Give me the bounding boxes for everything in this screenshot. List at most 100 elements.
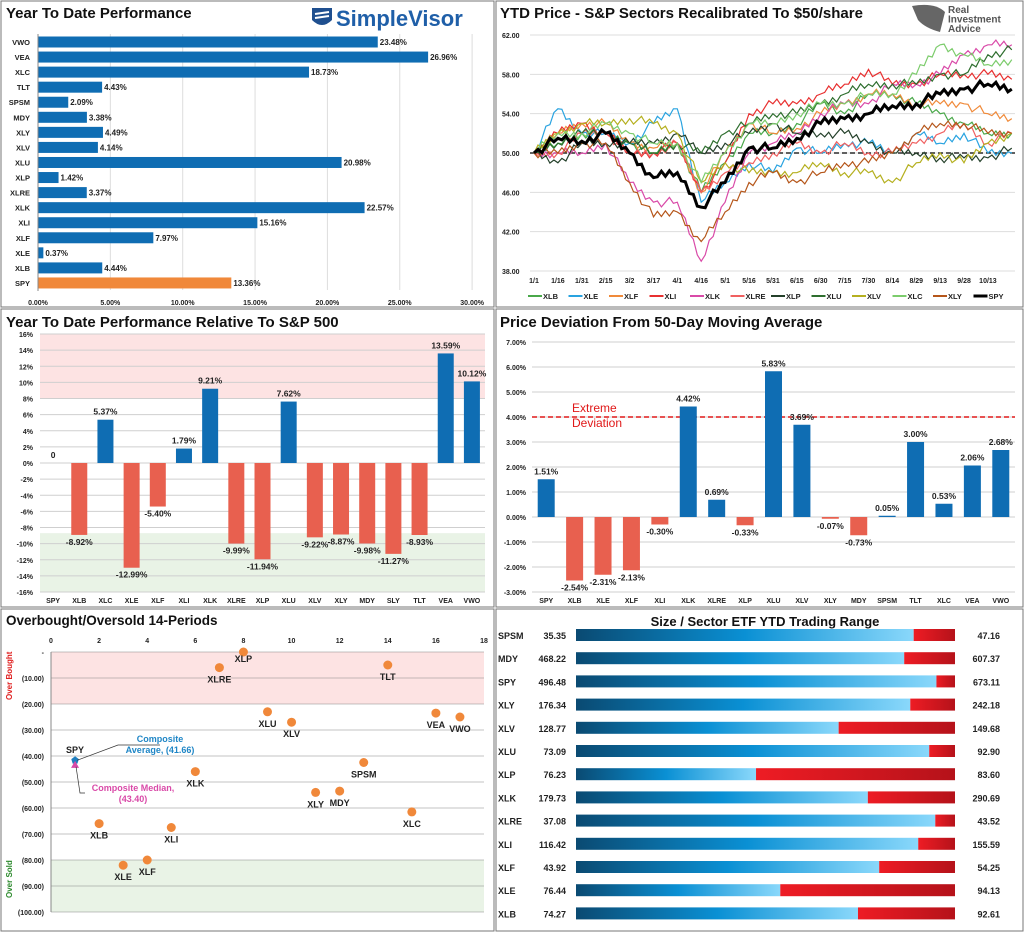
bar-sly <box>385 463 402 554</box>
y-tick-label: -2.00% <box>504 565 527 572</box>
overbought-oversold-chart: Overbought/Oversold 14-Periods - (10.00) (2… <box>5 613 488 917</box>
y-tick-label: 62.00 <box>502 33 520 40</box>
bar-xlu <box>765 371 782 517</box>
oversold-label: Over Sold <box>5 860 14 898</box>
x-tick-label: 5/31 <box>766 278 780 285</box>
low-value: 76.44 <box>543 886 566 896</box>
x-tick-label: 3/17 <box>647 278 661 285</box>
point-label: XLB <box>90 831 109 841</box>
x-tick-label: 25.00% <box>388 300 413 307</box>
y-tick-label: 4.00% <box>506 415 527 422</box>
data-label: -0.07% <box>817 521 844 531</box>
callout-line <box>75 766 85 794</box>
range-row-xlv: XLV 128.77 149.68 <box>498 721 1000 734</box>
bar-xli <box>175 448 192 463</box>
y-tick-label: 14% <box>19 348 34 355</box>
category-label: MDY <box>359 598 375 605</box>
range-bar-current <box>576 675 937 688</box>
y-tick-label: 54.00 <box>502 112 520 119</box>
x-tick-label: 6/15 <box>790 278 804 285</box>
category-label: XLE <box>125 598 139 605</box>
category-label: XLI <box>654 598 665 605</box>
legend-label: XLY <box>948 292 962 301</box>
x-tick-label: 9/28 <box>957 278 971 285</box>
category-label: XLB <box>15 264 31 273</box>
y-tick-label: (20.00) <box>22 702 44 709</box>
legend-label: XLRE <box>746 292 766 301</box>
bar-vwo <box>992 450 1010 517</box>
bar-mdy <box>850 517 868 536</box>
composite-average-marker <box>71 756 79 764</box>
x-tick-label: 4 <box>145 638 149 645</box>
composite-median-label: (43.40) <box>119 794 148 804</box>
category-label: XLK <box>15 204 31 213</box>
low-value: 76.23 <box>543 770 566 780</box>
y-tick-label: -4% <box>21 493 34 500</box>
data-label: 26.96% <box>430 53 457 62</box>
x-tick-label: 14 <box>384 638 392 645</box>
chart-title: Size / Sector ETF YTD Trading Range <box>651 614 880 629</box>
x-tick-label: 10/13 <box>979 278 997 285</box>
ria-wordmark: Investment <box>948 15 1001 26</box>
bar-xlu <box>38 156 342 168</box>
data-label: 7.62% <box>277 389 302 399</box>
x-tick-label: 30.00% <box>460 300 485 307</box>
range-row-spsm: SPSM 35.35 47.16 <box>498 629 1000 641</box>
range-bar-remaining <box>929 745 955 757</box>
bar-xlp <box>254 463 271 560</box>
low-value: 176.34 <box>538 701 566 711</box>
x-tick-label: 10.00% <box>171 300 196 307</box>
data-label: 4.43% <box>104 83 127 92</box>
point-label: XLP <box>235 654 253 664</box>
legend-label: XLF <box>624 292 639 301</box>
bar-vea <box>38 51 429 63</box>
series-line-spy <box>532 78 1013 210</box>
data-label: 10.12% <box>457 368 486 378</box>
overbought-label: Over Bought <box>5 651 14 700</box>
data-label: -2.54% <box>561 583 588 593</box>
category-label: XLRE <box>10 189 30 198</box>
ticker-label: XLP <box>498 770 516 780</box>
category-label: XLE <box>15 249 30 258</box>
data-label: -0.73% <box>845 537 872 547</box>
ytd-price-chart: YTD Price - S&P Sectors Recalibrated To … <box>500 4 1015 301</box>
y-tick-label: 8% <box>23 397 34 404</box>
series-line-xlc <box>533 43 1013 185</box>
category-label: XLI <box>18 219 30 228</box>
range-bar-current <box>576 837 919 850</box>
low-value: 35.35 <box>543 631 566 641</box>
category-label: SPY <box>539 598 553 605</box>
x-tick-label: 0.00% <box>28 300 49 307</box>
y-tick-label: -10% <box>17 542 34 549</box>
bar-vea <box>963 465 981 517</box>
data-label: 2.09% <box>70 98 93 107</box>
trading-range-chart: Size / Sector ETF YTD Trading Range SPSM 3… <box>498 614 1000 920</box>
bar-spsm <box>38 96 69 108</box>
point-label: XLU <box>259 719 277 729</box>
x-tick-label: 4/16 <box>694 278 708 285</box>
y-tick-label: 42.00 <box>502 230 520 237</box>
category-label: VEA <box>965 598 979 605</box>
ticker-label: XLRE <box>498 817 522 827</box>
bar-mdy <box>359 463 376 544</box>
data-label: 7.97% <box>155 234 178 243</box>
data-label: 4.42% <box>676 394 701 404</box>
range-bar-remaining <box>756 768 955 781</box>
bar-xli <box>651 517 669 525</box>
category-label: SPSM <box>877 598 897 605</box>
category-label: VWO <box>992 598 1009 605</box>
high-value: 92.90 <box>977 747 1000 757</box>
category-label: SPY <box>15 279 30 288</box>
bar-xlb <box>38 262 103 274</box>
bar-vwo <box>38 36 378 48</box>
data-label: 9.21% <box>198 376 223 386</box>
y-tick-label: 6% <box>23 413 34 420</box>
y-tick-label: (100.00) <box>18 910 44 917</box>
category-label: VEA <box>15 53 31 62</box>
range-bar-remaining <box>838 721 955 734</box>
data-label: 4.49% <box>105 128 128 137</box>
bar-xlu <box>280 401 297 463</box>
point-xli <box>166 823 176 832</box>
range-row-xlk: XLK 179.73 290.69 <box>498 791 1000 804</box>
y-tick-label: (80.00) <box>22 858 44 865</box>
